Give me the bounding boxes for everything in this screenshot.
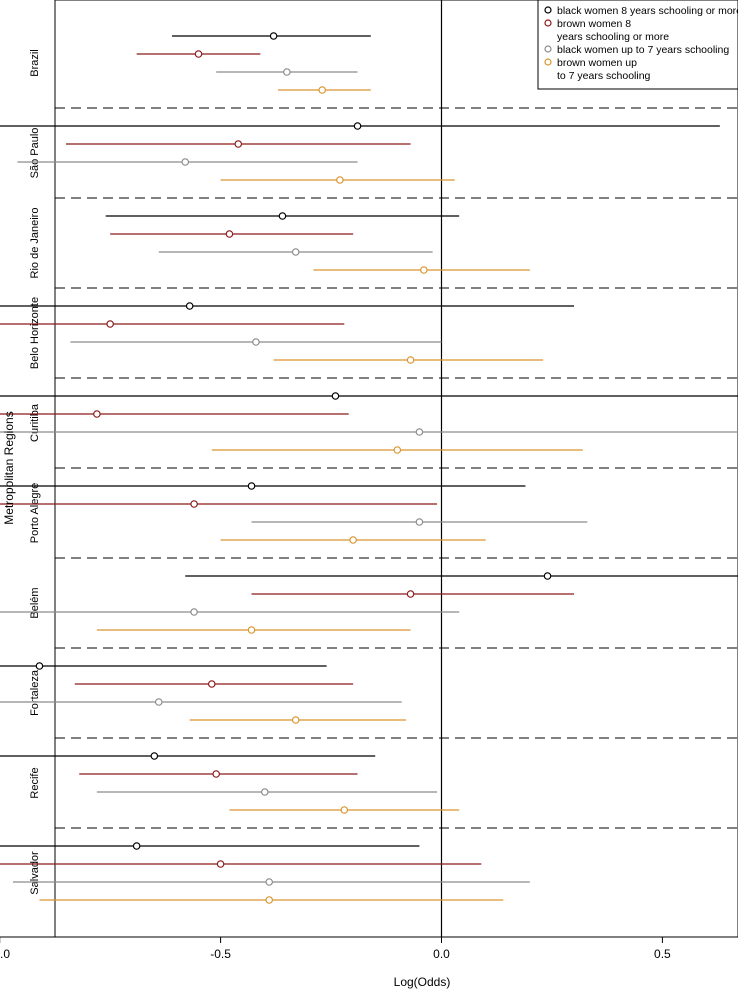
point-estimate (150, 752, 159, 760)
point-estimate (331, 392, 340, 400)
region-label: Rio de Janeiro (29, 208, 41, 279)
region-label: Recife (29, 767, 41, 798)
legend-marker (544, 58, 552, 66)
region-separators (55, 107, 738, 829)
legend-label: years schooling or more (557, 31, 669, 43)
point-estimate (190, 608, 198, 616)
legend-label: black women up to 7 years schooling (557, 44, 729, 56)
legend-label: brown women up (557, 57, 637, 69)
legend: black women 8 years schooling or morebro… (537, 0, 738, 90)
point-estimate (234, 140, 243, 148)
point-estimate (393, 446, 402, 454)
x-tick-label: 0.5 (654, 947, 671, 961)
point-estimate (35, 662, 44, 670)
point-estimate (252, 338, 260, 346)
region-label: Salvador (29, 851, 41, 895)
point-estimate (406, 356, 415, 364)
legend-label: black women 8 years schooling or more (557, 5, 738, 17)
point-estimate (420, 266, 428, 274)
point-estimate (265, 878, 273, 886)
y-axis-label: Metropolitan Regions (2, 411, 16, 524)
region-label: Belo Horizonte (29, 297, 41, 369)
x-axis-label: Log(Odds) (394, 975, 451, 989)
legend-label: brown women 8 (557, 18, 631, 30)
point-estimate (207, 680, 216, 688)
legend-marker (544, 19, 552, 27)
point-estimate (260, 788, 269, 796)
point-estimate (247, 626, 256, 634)
point-estimate (194, 50, 203, 58)
legend-box (537, 0, 738, 90)
point-estimate (212, 770, 220, 778)
region-label: São Paulo (29, 128, 41, 179)
point-estimate (247, 482, 256, 490)
point-estimate (415, 518, 424, 526)
point-estimate (106, 320, 114, 328)
legend-marker (544, 6, 552, 14)
point-estimate (154, 698, 163, 706)
point-estimate (225, 230, 234, 238)
region-label: Fortaleza (29, 669, 41, 716)
x-tick-label: 0.0 (433, 947, 450, 961)
point-estimate (265, 896, 273, 904)
point-estimate (291, 716, 300, 724)
x-tick-label: -0.5 (210, 947, 231, 961)
point-estimate (336, 176, 344, 184)
point-estimate (340, 806, 349, 814)
point-estimate (181, 158, 190, 166)
x-tick-label: -1.0 (0, 947, 10, 961)
point-estimate (406, 590, 415, 598)
estimate-marks (0, 32, 738, 904)
region-label: Curitiba (29, 403, 41, 442)
legend-marker (544, 45, 552, 53)
point-estimate (93, 410, 101, 418)
point-estimate (278, 212, 287, 220)
point-estimate (543, 572, 552, 580)
point-estimate (415, 428, 424, 436)
point-estimate (283, 68, 291, 76)
point-estimate (349, 536, 357, 544)
x-axis: -1.5-1.0-0.50.00.51.0 (0, 936, 738, 961)
legend-label: to 7 years schooling (557, 70, 651, 82)
point-estimate (190, 500, 198, 508)
region-label: Brazil (29, 49, 41, 77)
region-label: Belém (29, 587, 41, 618)
point-estimate (185, 302, 194, 310)
point-estimate (291, 248, 300, 256)
point-estimate (269, 32, 278, 40)
region-labels: Brazil São Paulo Rio de Janeiro Belo Horizo… (29, 49, 41, 894)
point-estimate (132, 842, 141, 850)
point-estimate (216, 860, 225, 868)
point-estimate (353, 122, 362, 130)
point-estimate (318, 86, 327, 94)
region-label: Porto Alegre (29, 483, 41, 544)
